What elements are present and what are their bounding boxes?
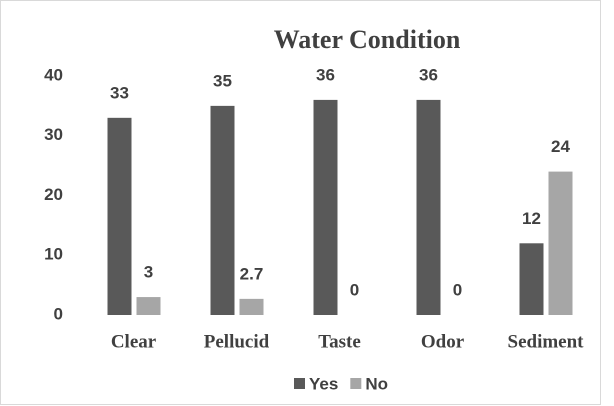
data-label: 0 xyxy=(453,280,462,299)
data-label: 36 xyxy=(419,65,438,84)
data-label: 24 xyxy=(551,137,570,156)
y-tick-label: 0 xyxy=(54,304,63,323)
legend-label: No xyxy=(365,374,388,393)
bar xyxy=(416,99,441,316)
y-tick-label: 20 xyxy=(44,185,63,204)
bar xyxy=(210,105,235,315)
y-tick-label: 30 xyxy=(44,125,63,144)
x-tick-label: Sediment xyxy=(508,331,585,352)
x-tick-label: Taste xyxy=(318,331,361,352)
y-tick-label: 40 xyxy=(44,65,63,84)
x-tick-label: Clear xyxy=(111,331,157,352)
data-label: 0 xyxy=(350,280,359,299)
x-tick-label: Odor xyxy=(421,331,465,352)
data-label: 35 xyxy=(213,71,232,90)
legend-swatch xyxy=(294,378,305,389)
data-label: 2.7 xyxy=(240,264,264,283)
data-label: 3 xyxy=(144,263,153,282)
data-label: 12 xyxy=(522,209,541,228)
bar xyxy=(136,297,161,315)
bar xyxy=(313,99,338,316)
chart-title: Water Condition xyxy=(274,25,461,54)
x-tick-label: Pellucid xyxy=(204,331,270,352)
bar xyxy=(107,117,132,315)
bar xyxy=(548,171,573,315)
data-label: 33 xyxy=(110,83,129,102)
bar xyxy=(239,298,264,315)
legend-swatch xyxy=(350,378,362,389)
data-label: 36 xyxy=(316,65,335,84)
legend-label: Yes xyxy=(309,374,338,393)
y-tick-label: 10 xyxy=(44,245,63,264)
bar xyxy=(519,243,544,315)
chart-border xyxy=(0,0,601,405)
